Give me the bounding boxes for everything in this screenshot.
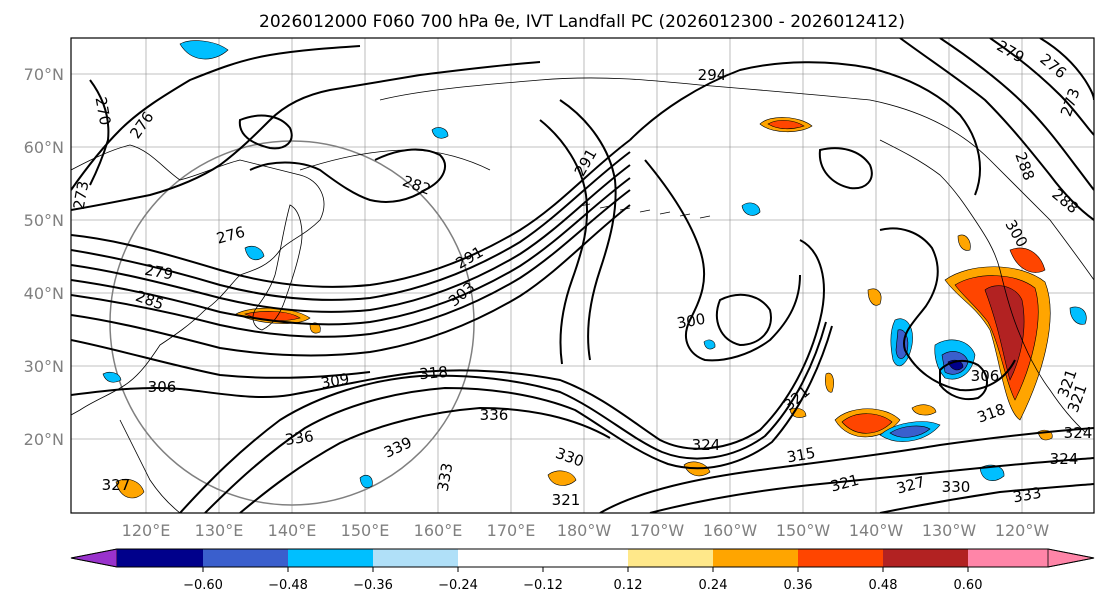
theta-e-contours	[71, 38, 1094, 513]
lat-label: 40°N	[24, 284, 64, 303]
colorbar-tick-label: 0.60	[954, 578, 983, 593]
colorbar-segment	[373, 549, 458, 567]
lon-label: 160°W	[703, 521, 758, 540]
colorbar: −0.60 −0.48 −0.36 −0.24 −0.12 0.12 0.24 …	[70, 548, 1095, 593]
lon-label: 160°E	[414, 521, 463, 540]
contour-label: 333	[1011, 484, 1042, 507]
contour-label: 294	[698, 66, 727, 84]
lat-label: 60°N	[24, 138, 64, 157]
lon-label: 150°E	[341, 521, 390, 540]
colorbar-segment	[1047, 548, 1095, 568]
latitude-labels: 70°N 60°N 50°N 40°N 30°N 20°N	[24, 65, 64, 449]
contour-label: 324	[1064, 424, 1093, 442]
graticule	[71, 38, 1094, 513]
colorbar-segment	[798, 549, 883, 567]
lat-label: 30°N	[24, 357, 64, 376]
lon-label: 150°W	[776, 521, 831, 540]
contour-label: 273	[70, 179, 93, 210]
contour-label: 270	[92, 95, 115, 126]
contour-label: 333	[434, 461, 457, 492]
colorbar-segment	[543, 549, 628, 567]
contour-label: 336	[480, 406, 509, 424]
lon-label: 140°E	[268, 521, 317, 540]
colorbar-tick-label: −0.24	[438, 578, 478, 593]
colorbar-ticks	[202, 567, 969, 572]
contour-label: 279	[143, 261, 174, 284]
colorbar-tick-label: 0.24	[699, 578, 728, 593]
landfall-range-circle	[109, 140, 475, 506]
contour-label: 330	[942, 478, 971, 496]
colorbar-segment	[883, 549, 968, 567]
contour-label: 321	[552, 491, 581, 509]
colorbar-tick-label: −0.48	[268, 578, 308, 593]
colorbar-tick-label: 0.12	[614, 578, 643, 593]
lon-label: 170°W	[630, 521, 685, 540]
contour-label: 309	[319, 370, 350, 393]
map-frame	[70, 37, 1095, 514]
lon-label: 170°E	[487, 521, 536, 540]
contour-label: 318	[419, 363, 449, 383]
figure-title: 2026012000 F060 700 hPa θe, IVT Landfall…	[259, 12, 905, 32]
lon-label: 140°W	[849, 521, 904, 540]
contour-label: 315	[785, 444, 816, 467]
contour-label: 327	[102, 476, 131, 494]
longitude-labels: 120°E 130°E 140°E 150°E 160°E 170°E 180°…	[122, 521, 1050, 540]
colorbar-segment	[628, 549, 713, 567]
lat-label: 70°N	[24, 65, 64, 84]
contour-label: 306	[971, 367, 1000, 385]
lat-label: 20°N	[24, 430, 64, 449]
coastlines	[71, 77, 1094, 513]
colorbar-segment	[203, 549, 288, 567]
colorbar-segment	[117, 549, 203, 567]
lon-label: 120°E	[122, 521, 171, 540]
colorbar-tick-label: 0.36	[784, 578, 813, 593]
contour-label: 300	[675, 310, 706, 333]
contour-label: 306	[148, 378, 177, 396]
colorbar-segment	[968, 549, 1048, 567]
colorbar-tick-label: −0.36	[353, 578, 393, 593]
colorbar-outline	[70, 548, 1095, 568]
colorbar-tick-label: 0.48	[869, 578, 898, 593]
contour-label: 336	[284, 427, 315, 449]
colorbar-tick-label: −0.12	[523, 578, 563, 593]
colorbar-tick-label: −0.60	[183, 578, 223, 593]
lat-label: 50°N	[24, 211, 64, 230]
lon-label: 180°W	[557, 521, 612, 540]
colorbar-segment	[458, 549, 543, 567]
colorbar-segment	[713, 549, 798, 567]
contour-label: 324	[1050, 450, 1079, 468]
map-background	[71, 38, 1094, 513]
lon-label: 130°E	[195, 521, 244, 540]
ivt-shading	[102, 40, 1087, 499]
map-area: 294 270 276 273 282 291 276 279 285 291 …	[70, 37, 1095, 514]
colorbar-segment	[70, 548, 118, 568]
lon-label: 120°W	[995, 521, 1050, 540]
colorbar-segment	[288, 549, 373, 567]
lon-label: 130°W	[922, 521, 977, 540]
contour-label: 324	[692, 436, 721, 454]
